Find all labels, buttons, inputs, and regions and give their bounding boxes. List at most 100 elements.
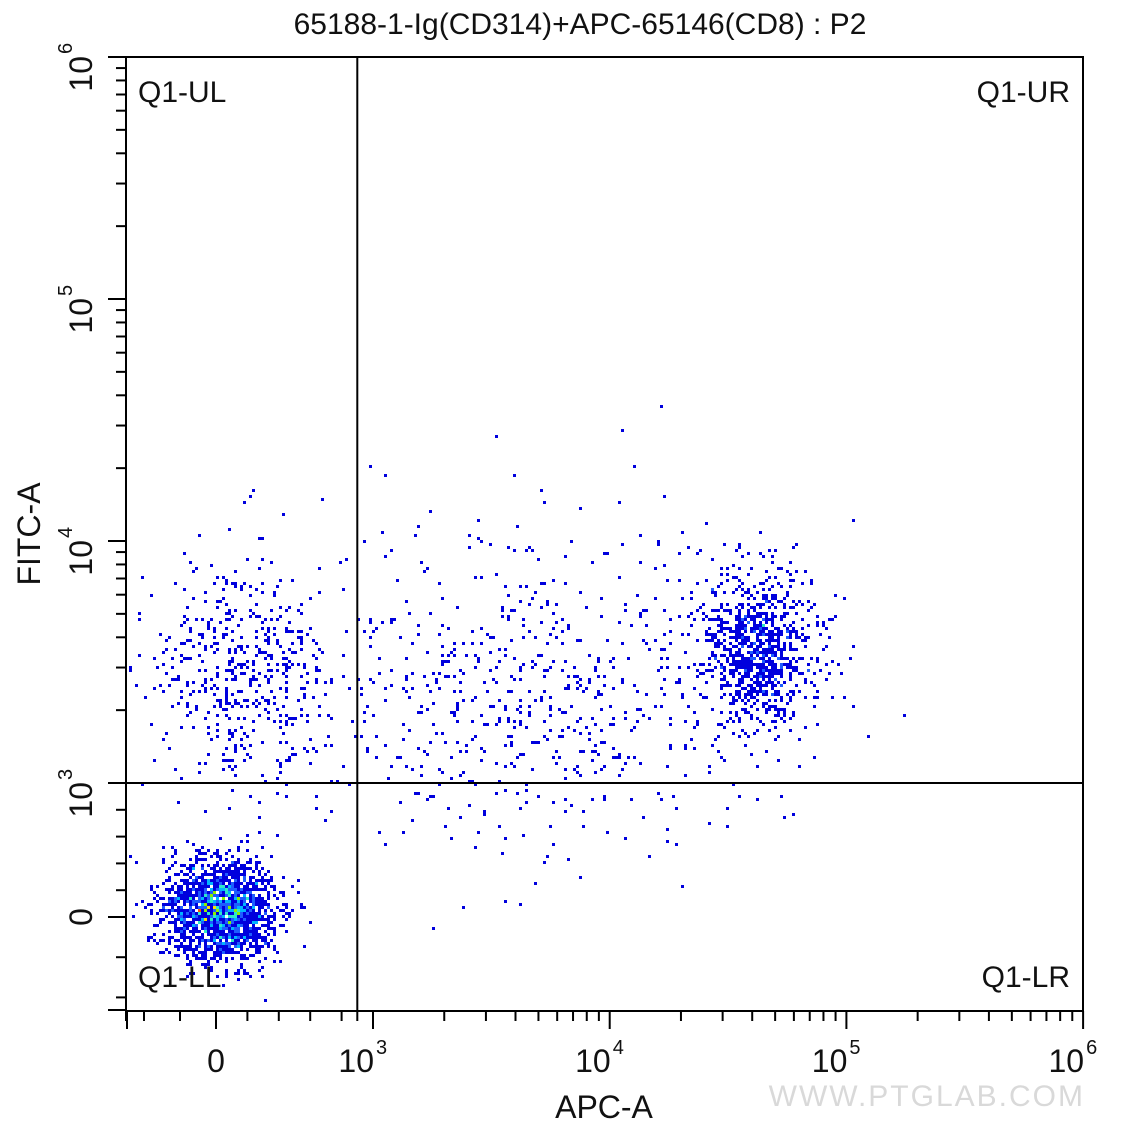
event-dot <box>765 633 768 636</box>
event-dot <box>261 537 264 540</box>
event-dot <box>228 648 231 651</box>
event-dot <box>789 690 792 693</box>
event-dot <box>537 654 540 657</box>
event-dot <box>645 609 648 612</box>
event-dot <box>213 912 216 915</box>
event-dot <box>228 915 231 918</box>
event-dot <box>399 636 402 639</box>
event-dot <box>597 660 600 663</box>
event-dot <box>261 651 264 654</box>
event-dot <box>303 687 306 690</box>
event-dot <box>189 915 192 918</box>
event-dot <box>198 669 201 672</box>
event-dot <box>582 810 585 813</box>
event-dot <box>213 885 216 888</box>
event-dot <box>162 951 165 954</box>
event-dot <box>246 861 249 864</box>
event-dot <box>816 615 819 618</box>
event-dot <box>291 723 294 726</box>
event-dot <box>732 732 735 735</box>
event-dot <box>702 603 705 606</box>
event-dot <box>180 894 183 897</box>
event-dot <box>489 651 492 654</box>
event-dot <box>423 675 426 678</box>
event-dot <box>216 933 219 936</box>
event-dot <box>543 720 546 723</box>
event-dot <box>228 870 231 873</box>
event-dot <box>462 906 465 909</box>
event-dot <box>198 849 201 852</box>
event-dot <box>186 702 189 705</box>
event-dot <box>612 687 615 690</box>
event-dot <box>234 900 237 903</box>
event-dot <box>408 696 411 699</box>
event-dot <box>687 615 690 618</box>
event-dot <box>474 846 477 849</box>
event-dot <box>741 675 744 678</box>
event-dot <box>792 657 795 660</box>
event-dot <box>246 936 249 939</box>
event-dot <box>741 645 744 648</box>
event-dot <box>249 585 252 588</box>
event-dot <box>726 684 729 687</box>
event-dot <box>204 909 207 912</box>
event-dot <box>714 609 717 612</box>
event-dot <box>768 576 771 579</box>
event-dot <box>729 627 732 630</box>
event-dot <box>240 636 243 639</box>
event-dot <box>495 792 498 795</box>
event-dot <box>237 933 240 936</box>
event-dot <box>750 630 753 633</box>
event-dot <box>723 543 726 546</box>
event-dot <box>780 684 783 687</box>
event-dot <box>633 726 636 729</box>
event-dot <box>192 897 195 900</box>
event-dot <box>354 735 357 738</box>
event-dot <box>255 939 258 942</box>
event-dot <box>282 876 285 879</box>
event-dot <box>687 705 690 708</box>
event-dot <box>741 603 744 606</box>
event-dot <box>207 726 210 729</box>
event-dot <box>228 528 231 531</box>
event-dot <box>741 699 744 702</box>
event-dot <box>324 744 327 747</box>
event-dot <box>768 678 771 681</box>
event-dot <box>228 738 231 741</box>
event-dot <box>255 900 258 903</box>
event-dot <box>189 630 192 633</box>
event-dot <box>759 681 762 684</box>
event-dot <box>654 567 657 570</box>
event-dot <box>285 930 288 933</box>
event-dot <box>177 894 180 897</box>
event-dot <box>237 900 240 903</box>
event-dot <box>243 909 246 912</box>
event-dot <box>228 609 231 612</box>
event-dot <box>249 876 252 879</box>
event-dot <box>516 708 519 711</box>
event-dot <box>174 768 177 771</box>
event-dot <box>738 642 741 645</box>
event-dot <box>810 582 813 585</box>
event-dot <box>573 675 576 678</box>
event-dot <box>684 744 687 747</box>
event-dot <box>714 738 717 741</box>
event-dot <box>246 834 249 837</box>
event-dot <box>423 570 426 573</box>
event-dot <box>771 630 774 633</box>
event-dot <box>603 765 606 768</box>
event-dot <box>564 660 567 663</box>
event-dot <box>186 975 189 978</box>
event-dot <box>774 714 777 717</box>
event-dot <box>225 876 228 879</box>
event-dot <box>768 606 771 609</box>
event-dot <box>258 951 261 954</box>
event-dot <box>342 675 345 678</box>
event-dot <box>237 915 240 918</box>
event-dot <box>174 930 177 933</box>
event-dot <box>300 612 303 615</box>
event-dot <box>273 960 276 963</box>
event-dot <box>222 918 225 921</box>
event-dot <box>804 645 807 648</box>
event-dot <box>747 675 750 678</box>
